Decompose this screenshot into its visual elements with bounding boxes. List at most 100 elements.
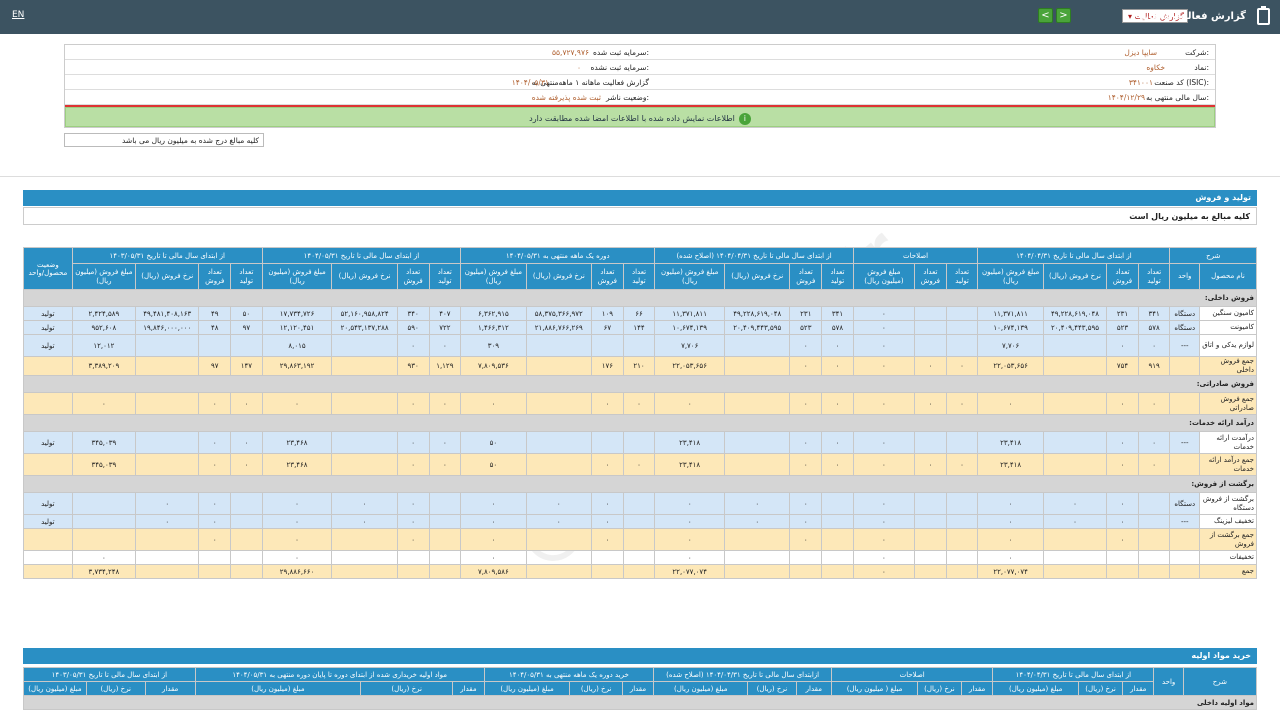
column-group-header: از ابتدای سال مالی تا تاریخ ۱۴۰۳/۰۵/۳۱ (23, 667, 196, 682)
table-cell (331, 453, 398, 476)
table-cell: ۶۷ (591, 320, 624, 335)
table-cell: ۰ (331, 514, 398, 529)
table-cell (1169, 356, 1201, 376)
column-header: مبلغ (میلیون ریال) (992, 681, 1080, 696)
prev-report-button[interactable]: < (1038, 8, 1053, 23)
table-cell: ۰ (460, 514, 527, 529)
table-cell (591, 550, 624, 565)
raw-materials-table: شرح واحد از ابتدای سال مالی تا تاریخ ۱۴۰۴/… (23, 667, 1258, 710)
table-cell (525, 356, 593, 376)
table-cell: ۴۹ (198, 306, 232, 321)
table-cell: ۰ (396, 392, 430, 415)
table-cell (914, 564, 947, 579)
column-group-header: واحد (1153, 667, 1184, 696)
group-label: فروش صادراتی: (23, 375, 1257, 393)
table-cell (23, 564, 73, 579)
table-cell: ۱,۱۲۹ (428, 356, 462, 376)
table-cell: ۰ (789, 492, 823, 515)
table-cell: ۰ (396, 334, 430, 357)
table-cell (331, 550, 398, 565)
table-cell: ۰ (821, 392, 854, 415)
column-header: مقدار (621, 681, 655, 696)
table-cell: ۰ (852, 514, 916, 529)
column-header: تعداد فروش (914, 263, 947, 290)
table-cell: ۲۰,۴۰۹,۴۴۳,۵۹۵ (1042, 320, 1108, 335)
column-header: مبلغ (میلیون ریال) (194, 681, 362, 696)
table-cell (821, 492, 854, 515)
notice-text: اطلاعات نمایش داده شده با اطلاعات امضا ش… (529, 114, 735, 123)
language-switch[interactable]: EN (12, 10, 25, 20)
table-cell: ۲۳,۴۱۸ (977, 431, 1044, 454)
table-cell (1042, 431, 1108, 454)
table-cell: ۰ (261, 514, 333, 529)
table-cell: ۸,۰۱۵ (261, 334, 333, 357)
table-cell: ۰ (198, 453, 232, 476)
table-cell: ۱۱,۳۷۱,۸۱۱ (977, 306, 1044, 321)
column-header: مقدار (144, 681, 196, 696)
table-cell (135, 550, 200, 565)
table-cell: ۰ (724, 492, 791, 515)
table-cell: ۰ (396, 431, 430, 454)
table-cell (525, 564, 593, 579)
table-cell: ۱,۴۶۶,۳۱۲ (460, 320, 527, 335)
subheader-row: مقدار نرخ (ریال) مبلغ (میلیون ریال) مقدار نر… (23, 681, 1257, 696)
amount-unit-note: کلیه مبالغ درج شده به میلیون ریال می باش… (64, 133, 264, 147)
column-header: مبلغ فروش (میلیون ریال) (852, 263, 916, 290)
table-cell (945, 431, 979, 454)
table-cell (1042, 392, 1108, 415)
table-row: کامیونت دستگاه ۵۷۸ ۵۲۳ ۲۰,۴۰۹,۴۴۳,۵۹۵ ۱۰,۶۷۴,… (23, 320, 1257, 335)
table-cell: ۰ (198, 392, 232, 415)
table-cell (135, 392, 200, 415)
column-group-header: شرح (1182, 667, 1258, 696)
table-row: تخفیف لیزینگ --- ۰ ۰ ۰ ۰ ۰ ۰ ۰ ۰ ۰ ۰ ۰ ۰ ۰ ۰ ۰ تولید (23, 514, 1257, 529)
table-cell: --- (1169, 514, 1201, 529)
table-cell: ۰ (852, 306, 916, 321)
table-cell (331, 356, 398, 376)
column-group-header: از ابتدای سال مالی تا تاریخ ۱۴۰۴/۰۴/۳۱ (977, 247, 1171, 264)
table-cell: ۰ (945, 453, 979, 476)
table-cell: ۳۴۱ (821, 306, 854, 321)
table-cell: ۰ (71, 550, 137, 565)
table-cell (1169, 453, 1201, 476)
table-cell (914, 320, 947, 335)
table-cell (396, 564, 430, 579)
table-cell: ۷,۷۰۶ (654, 334, 726, 357)
table-cell (331, 334, 398, 357)
table-cell (198, 564, 232, 579)
table-cell (1169, 550, 1201, 565)
table-cell: ۰ (261, 492, 333, 515)
column-header: تعداد فروش (789, 263, 823, 290)
header-row: شرح واحد از ابتدای سال مالی تا تاریخ ۱۴۰۴/… (23, 667, 1258, 696)
column-group-header: مواد اولیه خریداری شده از ابتدای دوره تا… (194, 667, 485, 682)
table-cell (331, 392, 398, 415)
column-header: تعداد فروش (396, 263, 430, 290)
table-cell (230, 528, 263, 551)
table-cell: ۰ (591, 528, 624, 551)
column-header: نرخ (ریال) (360, 681, 454, 696)
report-type-select[interactable]: ▾ گزارش فعالیت (1122, 9, 1188, 23)
table-cell (914, 528, 947, 551)
table-cell: ۰ (460, 392, 527, 415)
table-cell: ۳۴۰ (396, 306, 430, 321)
table-cell: تولید (23, 334, 73, 357)
table-cell: ۲۳,۴۶۸ (261, 453, 333, 476)
row-label: برگشت از فروش دستگاه (1199, 492, 1257, 515)
table-cell (230, 492, 263, 515)
next-report-button[interactable]: > (1056, 8, 1071, 23)
column-header: نام محصول (1199, 263, 1257, 290)
table-row: فروش صادراتی: (23, 375, 1257, 393)
table-cell (724, 528, 791, 551)
table-cell (591, 431, 624, 454)
table-cell (821, 564, 854, 579)
row-label: کامیونت (1199, 320, 1257, 335)
column-group-header: از ابتدای سال مالی تا تاریخ ۱۴۰۴/۰۴/۳۱ (992, 667, 1155, 682)
table-cell: ۵۷۸ (1137, 320, 1171, 335)
table-cell: ۰ (654, 550, 726, 565)
column-header: مبلغ فروش (میلیون ریال) (460, 263, 527, 290)
table-cell: ۹۷ (230, 320, 263, 335)
table-cell: ۰ (1137, 453, 1171, 476)
table-cell: ۰ (230, 431, 263, 454)
table-cell: ۳۴۵,۰۳۹ (71, 453, 137, 476)
column-header: تعداد تولید (428, 263, 462, 290)
table-cell (23, 550, 73, 565)
